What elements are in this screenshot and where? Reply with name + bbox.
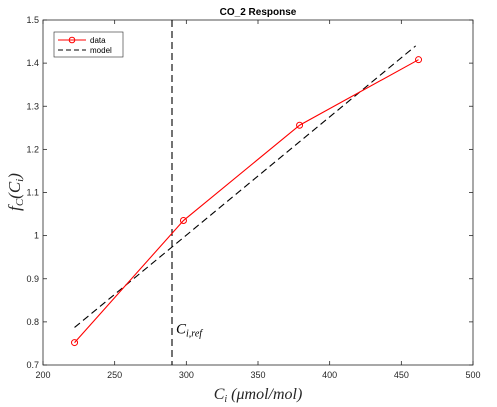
x-tick-label: 500	[465, 370, 480, 380]
y-tick-labels: 0.7 0.8 0.9 1 1.1 1.2 1.3 1.4 1.5	[26, 15, 39, 370]
legend: data model	[53, 31, 124, 58]
y-tick-label: 1	[34, 231, 39, 241]
y-axis-label-rest-sub: i	[14, 179, 26, 182]
y-axis-label-rest: (C	[5, 181, 24, 199]
x-tick-label: 300	[179, 370, 194, 380]
y-tick-label: 1.2	[26, 144, 39, 154]
x-tick-labels: 200 250 300 350 400 450 500	[35, 370, 480, 380]
data-series-line	[74, 59, 419, 343]
x-tick-label: 200	[35, 370, 50, 380]
x-axis-label-rest: (μmol/mol)	[227, 386, 302, 403]
y-tick-label: 0.9	[26, 274, 39, 284]
x-axis-label: Ci (μmol/mol)	[214, 386, 303, 405]
legend-data-marker	[68, 36, 76, 44]
y-tick-label: 0.8	[26, 317, 39, 327]
axis-ticks	[42, 19, 474, 366]
y-axis-label-sub: C	[14, 198, 26, 206]
plot-area	[42, 19, 474, 366]
x-tick-label: 250	[107, 370, 122, 380]
series-layer	[71, 45, 423, 347]
y-tick-label: 0.7	[26, 360, 39, 370]
x-axis-label-main: C	[214, 386, 225, 403]
y-axis-label-main: f	[5, 204, 24, 211]
ci-ref-annotation: Ci,ref	[176, 321, 203, 339]
legend-data-label: data	[90, 36, 106, 45]
ci-ref-annotation-main: C	[176, 321, 187, 337]
y-tick-label: 1.5	[26, 15, 39, 25]
x-tick-label: 400	[322, 370, 337, 380]
x-tick-label: 450	[394, 370, 409, 380]
data-point-marker	[296, 121, 304, 129]
data-point-marker	[179, 217, 187, 225]
data-point-marker	[71, 339, 79, 347]
y-tick-label: 1.3	[26, 101, 39, 111]
legend-model-label: model	[90, 46, 112, 55]
x-tick-label: 350	[250, 370, 265, 380]
legend-box	[53, 31, 124, 58]
y-tick-label: 1.1	[26, 188, 39, 198]
y-tick-label: 1.4	[26, 58, 39, 68]
data-point-marker	[415, 56, 423, 64]
y-axis-label-close: )	[5, 173, 24, 180]
x-axis-label-sub: i	[224, 394, 227, 405]
ci-ref-annotation-sub: i,ref	[186, 328, 203, 339]
chart-title: CO_2 Response	[220, 7, 297, 18]
y-axis-label: fC(Ci)	[5, 173, 26, 211]
